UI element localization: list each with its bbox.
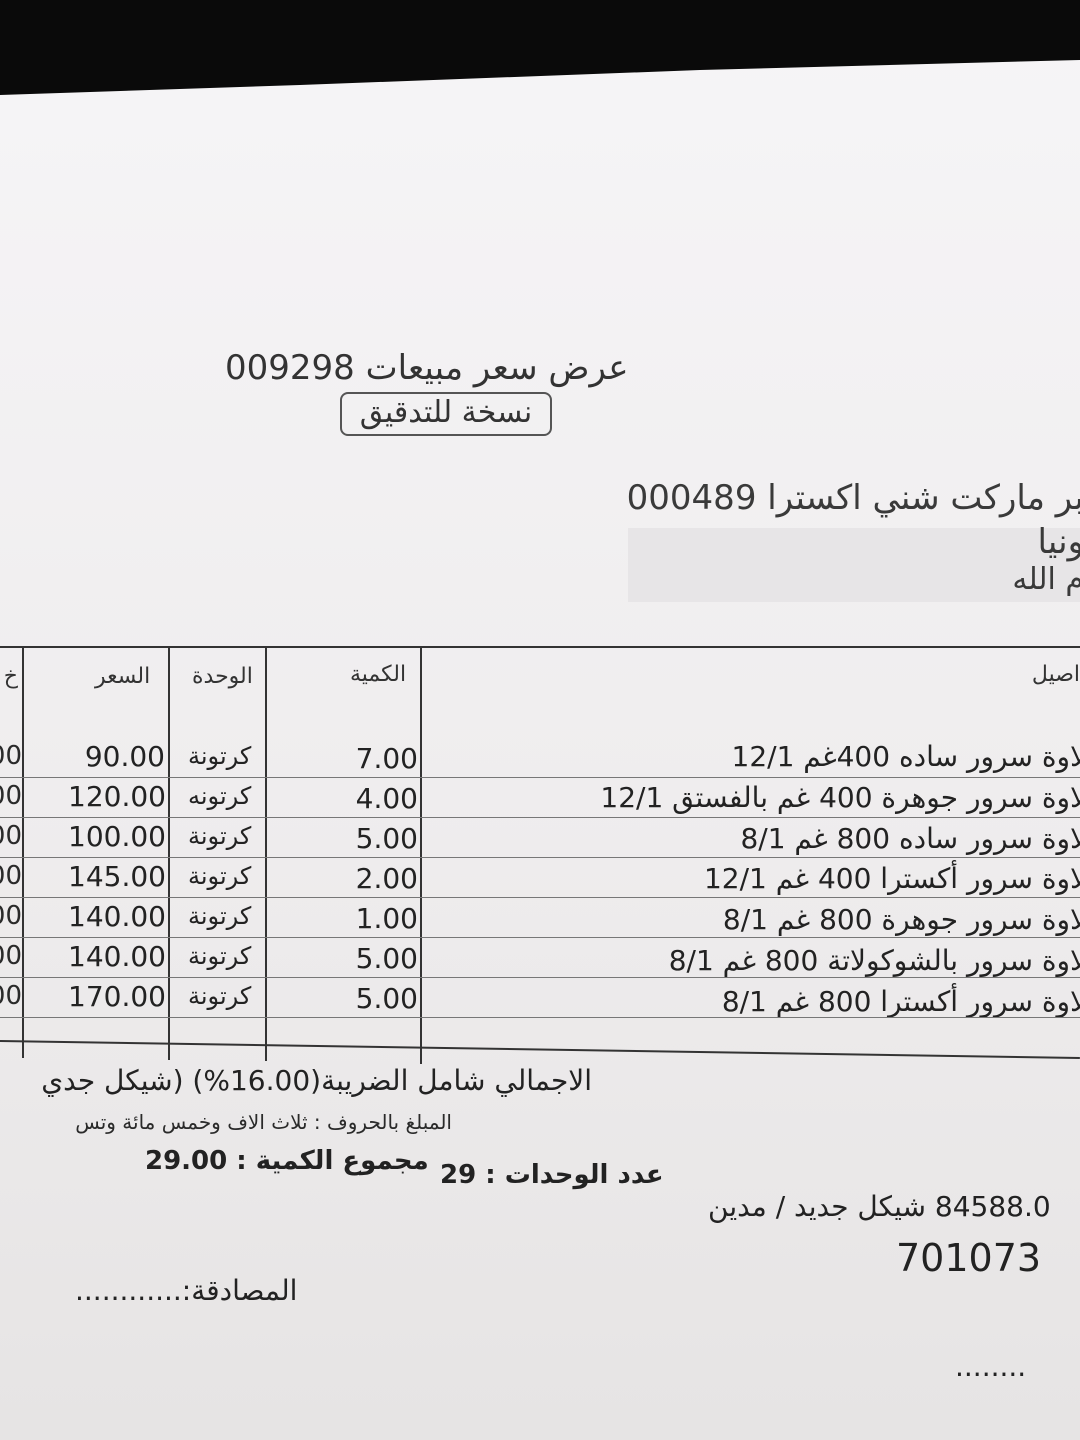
table-top-border <box>0 646 1080 648</box>
row-description: لاوة سرور جوهرة 400 غم بالفستق 12/1 <box>600 780 1080 814</box>
row-quantity: 4.00 <box>355 782 418 815</box>
redacted-area <box>628 528 1080 602</box>
document-title: عرض سعر مبيعات 009298 <box>225 348 629 388</box>
row-divider <box>0 857 1080 858</box>
row-unit: كرتونة <box>188 902 252 930</box>
row-price: 170.00 <box>68 980 166 1013</box>
row-quantity: 5.00 <box>355 982 418 1015</box>
row-price: 90.00 <box>84 740 165 773</box>
row-quantity: 7.00 <box>355 742 418 775</box>
row-divider <box>0 897 1080 898</box>
row-clipped-total: 000 <box>0 901 22 931</box>
row-description: لاوة سرور ساده 800 غم 8/1 <box>740 821 1080 855</box>
header-clipped: خ <box>3 664 18 689</box>
account-number: 701073 <box>896 1236 1042 1280</box>
customer-line-3: م الله <box>1012 562 1080 597</box>
column-divider <box>420 648 422 1064</box>
row-unit: كرتونة <box>188 942 252 970</box>
audit-copy-stamp: نسخة للتدقيق <box>340 392 552 436</box>
row-quantity: 5.00 <box>355 942 418 975</box>
row-description: لاوة سرور جوهرة 800 غم 8/1 <box>722 903 1080 937</box>
row-clipped-total: 000 <box>0 941 22 971</box>
amount-in-words: المبلغ بالحروف : ثلاث الاف وخمس مائة وتس <box>75 1110 452 1134</box>
header-quantity: الكمية <box>350 662 407 687</box>
approval-line: المصادقة:............ <box>75 1274 298 1307</box>
row-clipped-total: 00 <box>0 741 22 771</box>
row-divider <box>0 977 1080 978</box>
header-details: اصيل <box>1031 662 1080 687</box>
row-clipped-total: 000 <box>0 821 22 851</box>
units-count: عدد الوحدات : 29 <box>440 1160 664 1190</box>
quantity-total: مجموع الكمية : 29.00 <box>145 1146 429 1176</box>
column-divider <box>265 648 267 1061</box>
row-unit: كرتونه <box>188 782 252 810</box>
row-description: لاوة سرور أكسترا 800 غم 8/1 <box>721 984 1080 1018</box>
row-divider <box>0 1017 1080 1018</box>
row-price: 140.00 <box>68 940 166 973</box>
row-divider <box>0 817 1080 818</box>
row-description: لاوة سرور أكسترا 400 غم 12/1 <box>703 862 1080 896</box>
row-price: 145.00 <box>68 860 166 893</box>
row-clipped-total: 00 <box>0 781 22 811</box>
row-unit: كرتونة <box>188 822 252 850</box>
signature-dots: ........ <box>955 1350 1027 1383</box>
row-quantity: 5.00 <box>355 822 418 855</box>
column-divider <box>168 648 170 1060</box>
row-clipped-total: 000 <box>0 861 22 891</box>
balance: 84588.0 شيكل جديد / مدين <box>708 1190 1051 1223</box>
row-unit: كرتونة <box>188 862 252 890</box>
row-unit: كرتونة <box>188 742 252 770</box>
row-price: 120.00 <box>68 780 166 813</box>
row-clipped-total: 000 <box>0 981 22 1011</box>
row-description: لاوة سرور ساده 400غم 12/1 <box>731 740 1080 773</box>
customer-name: بر ماركت شني اكسترا 000489 <box>626 478 1080 518</box>
row-price: 100.00 <box>68 820 166 853</box>
row-divider <box>0 777 1080 778</box>
total-with-tax: الاجمالي شامل الضريبة(16.00%) (شيكل جدي <box>41 1064 592 1097</box>
row-description: لاوة سرور بالشوكولاتة 800 غم 8/1 <box>668 944 1080 977</box>
row-quantity: 1.00 <box>355 902 418 935</box>
customer-line-2: ونيا <box>1037 522 1080 562</box>
row-quantity: 2.00 <box>355 862 418 895</box>
header-price: السعر <box>95 664 151 689</box>
row-unit: كرتونة <box>188 982 252 1010</box>
header-unit: الوحدة <box>192 664 253 689</box>
row-price: 140.00 <box>68 900 166 933</box>
column-divider <box>22 648 24 1058</box>
row-divider <box>0 937 1080 938</box>
